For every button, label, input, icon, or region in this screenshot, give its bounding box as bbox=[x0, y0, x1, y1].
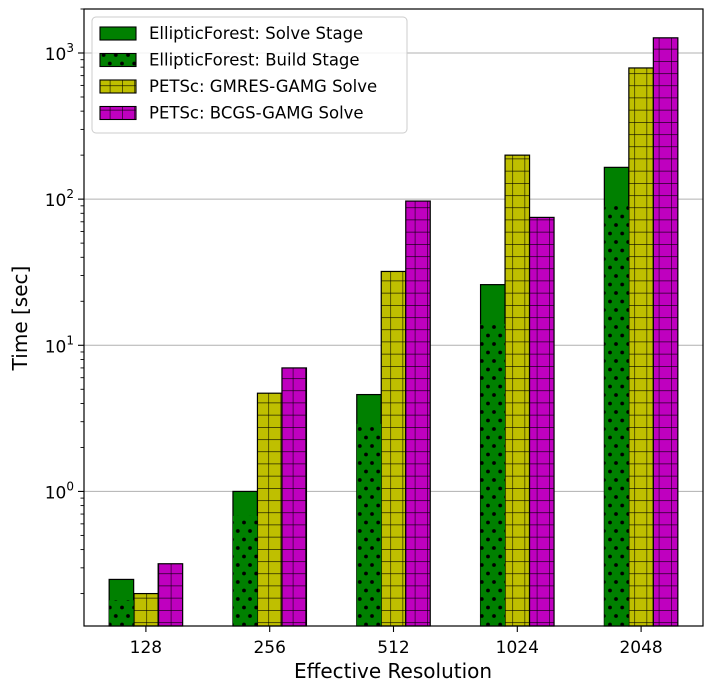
bar bbox=[232, 515, 258, 626]
axis-ticks: 100 101 102 103 128 256 512 1024 2048 bbox=[45, 8, 663, 658]
bar bbox=[157, 563, 184, 627]
legend-label: PETSc: BCGS-GAMG Solve bbox=[149, 104, 364, 123]
bar bbox=[380, 270, 407, 627]
bar bbox=[109, 600, 134, 626]
bar bbox=[256, 392, 283, 627]
y-axis-label: Time [sec] bbox=[8, 266, 32, 372]
legend-item: PETSc: BCGS-GAMG Solve bbox=[99, 104, 364, 123]
y-tick-label: 103 bbox=[45, 41, 74, 65]
x-tick-label: 512 bbox=[377, 638, 409, 658]
bar bbox=[480, 323, 506, 626]
x-axis-label: Effective Resolution bbox=[294, 659, 492, 683]
legend-label: EllipticForest: Solve Stage bbox=[149, 24, 363, 43]
bar bbox=[405, 200, 431, 627]
legend-label: EllipticForest: Build Stage bbox=[149, 51, 360, 70]
bars bbox=[108, 37, 679, 627]
y-tick-label: 101 bbox=[45, 333, 74, 357]
legend-box bbox=[91, 16, 408, 134]
y-tick-label: 100 bbox=[45, 479, 74, 503]
y-tick-label: 102 bbox=[45, 187, 74, 211]
x-tick-label: 1024 bbox=[496, 638, 539, 658]
legend-swatch bbox=[100, 27, 136, 40]
bar bbox=[628, 67, 654, 627]
bar bbox=[528, 216, 555, 627]
bar bbox=[652, 37, 679, 627]
x-tick-label: 128 bbox=[130, 638, 162, 658]
x-tick-label: 2048 bbox=[619, 638, 662, 658]
legend-item: EllipticForest: Build Stage bbox=[99, 51, 360, 70]
bar bbox=[356, 423, 382, 626]
legend: EllipticForest: Solve Stage EllipticFores… bbox=[91, 16, 408, 134]
bar bbox=[504, 154, 531, 627]
bar bbox=[604, 205, 629, 626]
bar bbox=[281, 367, 308, 627]
legend-label: PETSc: GMRES-GAMG Solve bbox=[149, 77, 377, 96]
bar bbox=[133, 592, 159, 627]
legend-item: EllipticForest: Solve Stage bbox=[99, 24, 363, 43]
legend-item: PETSc: GMRES-GAMG Solve bbox=[99, 77, 377, 96]
x-tick-label: 256 bbox=[253, 638, 285, 658]
